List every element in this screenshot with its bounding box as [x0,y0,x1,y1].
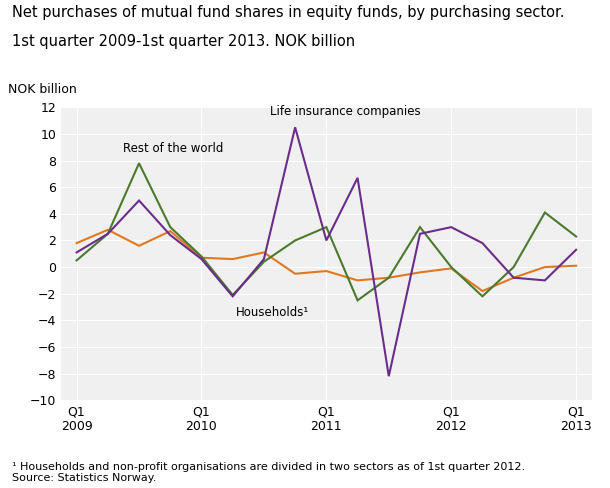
Text: 1st quarter 2009-1st quarter 2013. NOK billion: 1st quarter 2009-1st quarter 2013. NOK b… [12,34,355,49]
Text: NOK billion: NOK billion [8,82,77,96]
Text: Net purchases of mutual fund shares in equity funds, by purchasing sector.: Net purchases of mutual fund shares in e… [12,5,565,20]
Text: Households¹: Households¹ [236,305,309,319]
Text: ¹ Households and non-profit organisations are divided in two sectors as of 1st q: ¹ Households and non-profit organisation… [12,462,525,483]
Text: Rest of the world: Rest of the world [123,142,224,155]
Text: Life insurance companies: Life insurance companies [270,105,421,118]
